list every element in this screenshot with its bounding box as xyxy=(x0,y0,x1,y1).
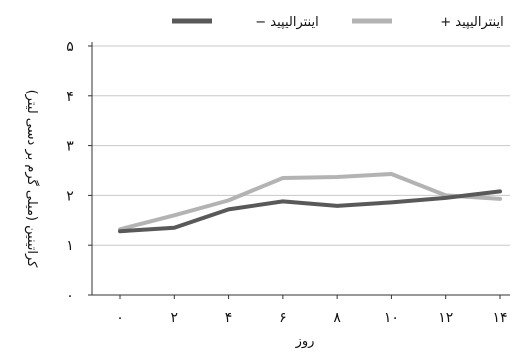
series-line-0 xyxy=(118,171,502,232)
axes xyxy=(91,42,510,296)
grid xyxy=(92,45,510,246)
x-tick-label-6: ۱۲ xyxy=(438,310,453,326)
x-axis-title: روز xyxy=(295,334,315,349)
x-tick-label-2: ۴ xyxy=(225,310,233,326)
x-tick-label-4: ۸ xyxy=(333,310,341,326)
y-tick-label-5: ۵ xyxy=(66,39,74,55)
legend: اینترالیپید + اینترالیپید − xyxy=(172,15,504,30)
y-ticks: ۰ ۱ ۲ ۳ ۴ ۵ xyxy=(66,39,92,304)
y-tick-label-0: ۰ xyxy=(66,288,74,304)
series-line-1 xyxy=(118,189,502,234)
y-tick-label-1: ۱ xyxy=(66,238,74,254)
y-tick-label-3: ۳ xyxy=(66,139,74,155)
y-tick-label-4: ۴ xyxy=(66,89,74,105)
y-axis-title: کراتینین (میلی گرم بر دسی لیتر) xyxy=(24,90,40,269)
x-tick-label-7: ۱۴ xyxy=(492,310,507,326)
x-tick-label-3: ۶ xyxy=(279,310,287,326)
x-tick-label-1: ۲ xyxy=(171,310,179,326)
legend-label-1: اینترالیپید − xyxy=(255,15,318,30)
legend-label-0: اینترالیپید + xyxy=(440,15,503,30)
x-tick-label-0: ۰ xyxy=(116,310,124,326)
x-tick-label-5: ۱۰ xyxy=(384,310,399,326)
x-ticks: ۰ ۲ ۴ ۶ ۸ ۱۰ ۱۲ ۱۴ xyxy=(116,295,508,326)
series-group xyxy=(118,171,502,234)
y-tick-label-2: ۲ xyxy=(66,188,74,204)
